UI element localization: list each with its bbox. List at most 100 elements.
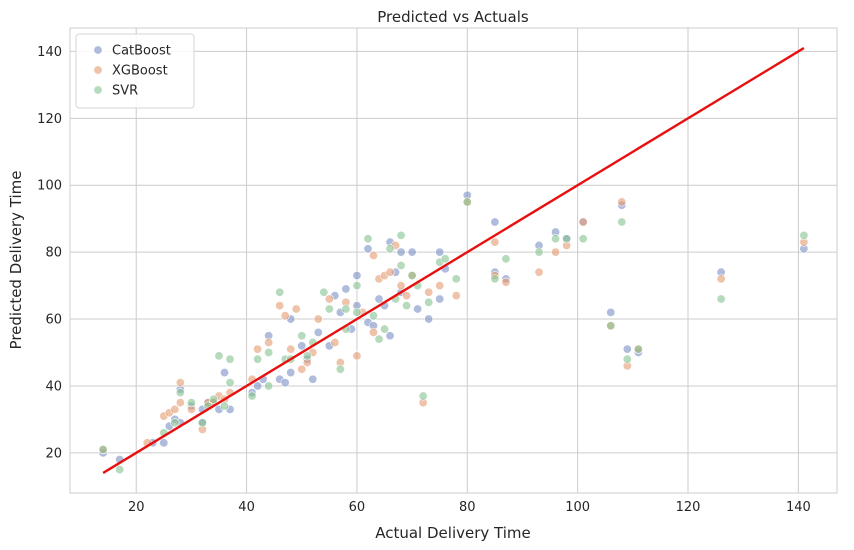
data-point — [451, 274, 461, 284]
data-point — [297, 364, 307, 374]
data-point — [501, 254, 511, 264]
data-point — [214, 351, 224, 361]
data-point — [551, 247, 561, 257]
data-point — [264, 337, 274, 347]
data-point — [275, 287, 285, 297]
x-tick-label: 60 — [349, 500, 366, 515]
data-point — [490, 237, 500, 247]
legend-marker — [93, 65, 103, 75]
data-point — [424, 297, 434, 307]
data-point — [286, 344, 296, 354]
data-point — [253, 354, 263, 364]
legend-marker — [93, 85, 103, 95]
y-tick-label: 100 — [37, 179, 62, 194]
data-point — [175, 398, 185, 408]
data-point — [330, 337, 340, 347]
data-point — [716, 274, 726, 284]
data-point — [606, 321, 616, 331]
data-point — [341, 284, 351, 294]
data-point — [115, 465, 125, 475]
data-point — [716, 294, 726, 304]
data-point — [562, 234, 572, 244]
y-tick-label: 120 — [37, 112, 62, 127]
data-point — [220, 401, 230, 411]
x-axis-label: Actual Delivery Time — [375, 524, 531, 542]
data-point — [451, 291, 461, 301]
x-tick-label: 20 — [128, 500, 145, 515]
data-point — [385, 331, 395, 341]
data-point — [578, 217, 588, 227]
data-point — [380, 324, 390, 334]
data-point — [175, 388, 185, 398]
grid — [70, 28, 837, 493]
data-point — [352, 351, 362, 361]
data-point — [313, 327, 323, 337]
data-point — [302, 351, 312, 361]
data-point — [368, 250, 378, 260]
data-point — [352, 281, 362, 291]
data-point — [606, 307, 616, 317]
data-point — [253, 381, 263, 391]
data-point — [402, 301, 412, 311]
data-point — [170, 404, 180, 414]
data-point — [396, 247, 406, 257]
series-svr — [98, 197, 809, 475]
x-tick-label: 120 — [676, 500, 701, 515]
data-point — [396, 261, 406, 271]
y-tick-label: 20 — [45, 446, 62, 461]
data-point — [297, 331, 307, 341]
data-point — [435, 281, 445, 291]
x-tick-label: 40 — [238, 500, 255, 515]
y-axis-label: Predicted Delivery Time — [7, 171, 25, 350]
legend-box — [75, 33, 195, 109]
data-point — [264, 381, 274, 391]
data-point — [275, 301, 285, 311]
data-point — [225, 378, 235, 388]
data-point — [490, 217, 500, 227]
data-point — [352, 271, 362, 281]
data-point — [396, 230, 406, 240]
data-point — [374, 294, 384, 304]
data-point — [253, 344, 263, 354]
data-point — [291, 304, 301, 314]
data-point — [424, 314, 434, 324]
data-point — [159, 438, 169, 448]
reference-line — [102, 47, 805, 474]
data-point — [418, 391, 428, 401]
data-point — [385, 244, 395, 254]
data-point — [280, 311, 290, 321]
data-point — [363, 244, 373, 254]
data-point — [170, 418, 180, 428]
data-point — [622, 354, 632, 364]
data-point — [186, 398, 196, 408]
data-point — [225, 354, 235, 364]
data-point — [368, 327, 378, 337]
data-point — [368, 311, 378, 321]
data-point — [617, 197, 627, 207]
data-point — [407, 271, 417, 281]
data-point — [374, 334, 384, 344]
data-point — [220, 368, 230, 378]
legend-label: XGBoost — [112, 64, 168, 79]
y-tick-label: 80 — [45, 246, 62, 261]
chart-title: Predicted vs Actuals — [377, 8, 529, 26]
data-point — [402, 291, 412, 301]
data-point — [313, 314, 323, 324]
data-point — [578, 234, 588, 244]
data-point — [324, 294, 334, 304]
legend-label: CatBoost — [112, 44, 171, 59]
data-point — [413, 304, 423, 314]
data-point — [319, 287, 329, 297]
x-tick-label: 140 — [786, 500, 811, 515]
data-point — [407, 247, 417, 257]
y-tick-label: 40 — [45, 379, 62, 394]
data-point — [324, 304, 334, 314]
data-point — [534, 247, 544, 257]
data-point — [435, 247, 445, 257]
data-point — [799, 230, 809, 240]
data-point — [363, 234, 373, 244]
data-point — [462, 197, 472, 207]
data-point — [264, 347, 274, 357]
y-tick-label: 140 — [37, 45, 62, 60]
